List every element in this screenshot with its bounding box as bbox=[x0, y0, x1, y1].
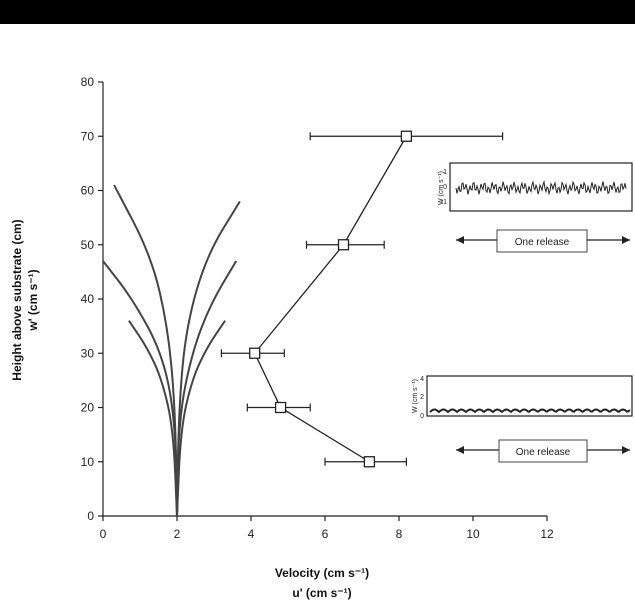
arrow-left-icon bbox=[456, 236, 464, 244]
data-point bbox=[400, 130, 413, 142]
inset-upper-trace bbox=[455, 180, 627, 196]
y-tick-label: 60 bbox=[81, 184, 95, 198]
y-tick-label: 20 bbox=[81, 401, 95, 415]
inset-upper-ylabel: W (cm s⁻¹) bbox=[438, 171, 445, 205]
inset-upper-tick: -1 bbox=[441, 199, 447, 206]
x-tick-label: 0 bbox=[100, 527, 107, 541]
plume-curve bbox=[176, 260, 238, 517]
plume-curve bbox=[102, 260, 178, 517]
x-tick-label: 6 bbox=[322, 527, 329, 541]
inset-lower-caption-box bbox=[498, 439, 588, 463]
top-black-bar bbox=[0, 0, 635, 24]
inset-lower-tick: 0 bbox=[420, 413, 424, 420]
x-tick-label: 10 bbox=[466, 527, 480, 541]
y-tick-label: 0 bbox=[87, 509, 94, 523]
data-point bbox=[337, 239, 350, 251]
y-axis-label: Height above substrate (cm) bbox=[10, 219, 24, 380]
data-point bbox=[249, 347, 261, 359]
x-tick-label: 2 bbox=[174, 527, 181, 541]
y-ticks: 0 10 20 30 40 50 60 70 80 bbox=[81, 75, 103, 523]
inset-lower-caption: One release bbox=[516, 447, 571, 458]
inset-upper-caption-box bbox=[496, 229, 588, 253]
inset-lower-ylabel: W (cm s⁻¹) bbox=[412, 379, 419, 413]
inset-lower-tick: 2 bbox=[420, 394, 424, 401]
plume-curve bbox=[128, 320, 178, 517]
inset-lower-frame bbox=[426, 375, 633, 417]
inset-upper-tick: 0 bbox=[443, 184, 447, 191]
arrow-right-icon bbox=[622, 446, 630, 454]
data-point bbox=[274, 401, 287, 414]
inset-upper-tick: 1 bbox=[443, 169, 447, 176]
y-tick-label: 50 bbox=[81, 238, 95, 252]
arrow-left-icon bbox=[456, 446, 464, 454]
inset-lower: W (cm s⁻¹) 4 2 0 One release bbox=[412, 375, 633, 463]
inset-upper: W (cm s⁻¹) 1 0 -1 One release bbox=[438, 162, 633, 253]
plume-curves bbox=[102, 184, 241, 517]
plume-curve bbox=[176, 200, 241, 517]
x-tick-label: 12 bbox=[540, 527, 554, 541]
y-axis-label-secondary: w' (cm s⁻¹) bbox=[26, 269, 40, 331]
y-tick-label: 80 bbox=[81, 75, 95, 89]
x-tick-label: 8 bbox=[396, 527, 403, 541]
data-point bbox=[363, 456, 376, 468]
plume-curve bbox=[176, 320, 226, 517]
x-axis-label: Velocity (cm s⁻¹) bbox=[275, 566, 369, 580]
y-tick-label: 40 bbox=[81, 292, 95, 306]
y-tick-label: 70 bbox=[81, 129, 95, 143]
y-tick-label: 10 bbox=[81, 455, 95, 469]
inset-upper-caption: One release bbox=[515, 237, 570, 248]
data-series bbox=[220, 130, 504, 468]
y-tick-label: 30 bbox=[81, 346, 95, 360]
inset-lower-tick: 4 bbox=[420, 376, 424, 383]
plume-curve bbox=[113, 184, 178, 517]
arrow-right-icon bbox=[622, 236, 630, 244]
inset-lower-trace bbox=[429, 408, 631, 414]
x-ticks: 0 2 4 6 8 10 12 bbox=[100, 516, 554, 541]
x-tick-label: 4 bbox=[248, 527, 255, 541]
x-axis-label-secondary: u' (cm s⁻¹) bbox=[292, 586, 351, 600]
